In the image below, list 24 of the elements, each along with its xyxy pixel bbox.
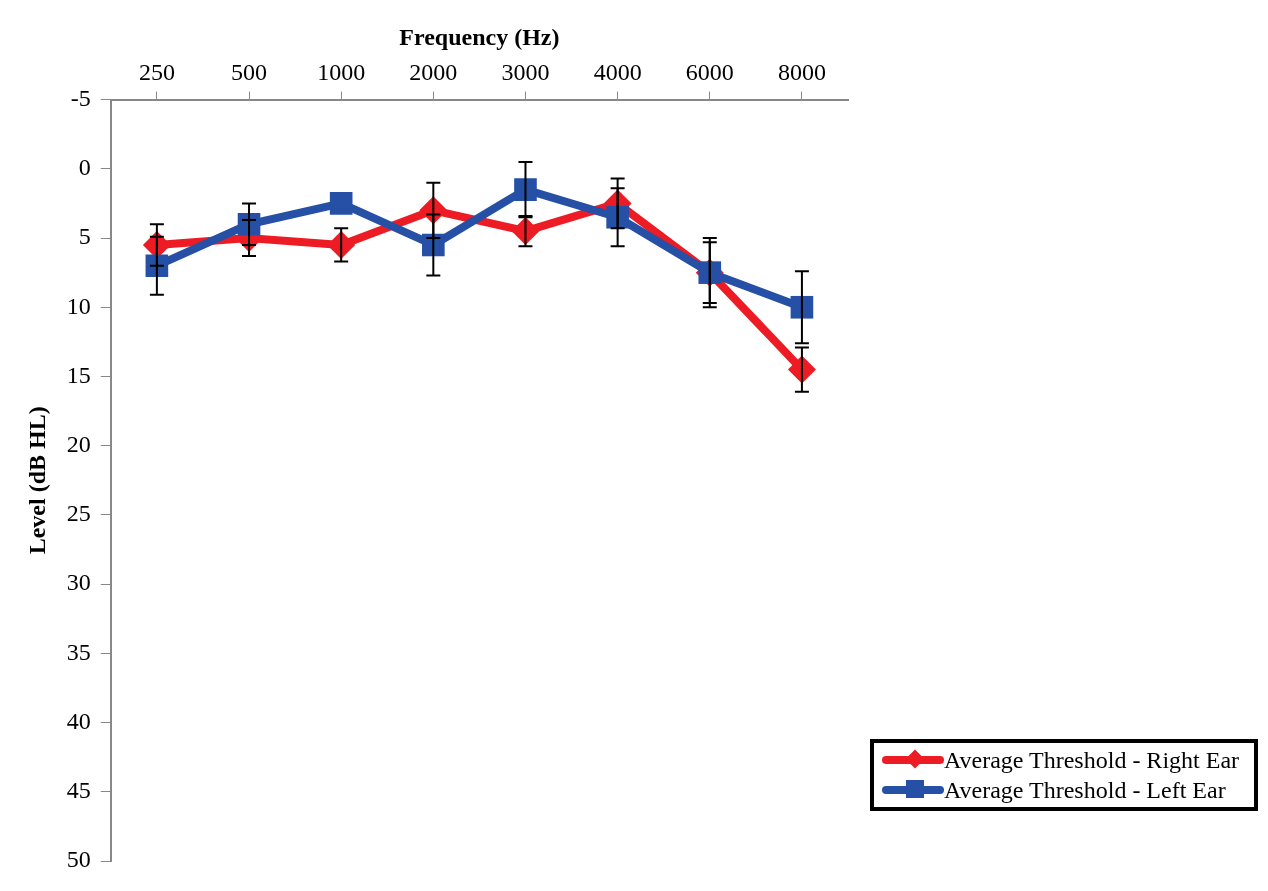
- x-tick-label: 250: [138, 59, 175, 86]
- y-tick-label: 5: [78, 223, 91, 250]
- x-tick-label: 3000: [501, 59, 550, 86]
- x-tick-label: 1000: [317, 59, 366, 86]
- x-tick-label: 4000: [593, 59, 642, 86]
- legend-label: Average Threshold - Right Ear: [944, 746, 1240, 775]
- y-tick-label: 10: [66, 292, 91, 319]
- y-tick-label: 50: [66, 846, 91, 873]
- y-tick-label: 15: [66, 361, 91, 388]
- y-tick-label: -5: [70, 84, 91, 111]
- x-tick-label: 8000: [777, 59, 826, 86]
- x-tick-label: 2000: [409, 59, 458, 86]
- y-tick-label: 20: [66, 430, 91, 457]
- y-axis-title: Level (dB HL): [23, 406, 50, 555]
- y-tick-label: 0: [78, 154, 91, 181]
- y-tick-label: 40: [66, 707, 91, 734]
- y-tick-label: 45: [66, 777, 91, 804]
- x-tick-label: 6000: [685, 59, 734, 86]
- y-tick-label: 35: [66, 638, 91, 665]
- y-tick-label: 30: [66, 569, 91, 596]
- y-tick-label: 25: [66, 500, 91, 527]
- x-tick-label: 500: [231, 59, 268, 86]
- x-axis-title: Frequency (Hz): [399, 23, 560, 50]
- legend-label: Average Threshold - Left Ear: [944, 776, 1226, 805]
